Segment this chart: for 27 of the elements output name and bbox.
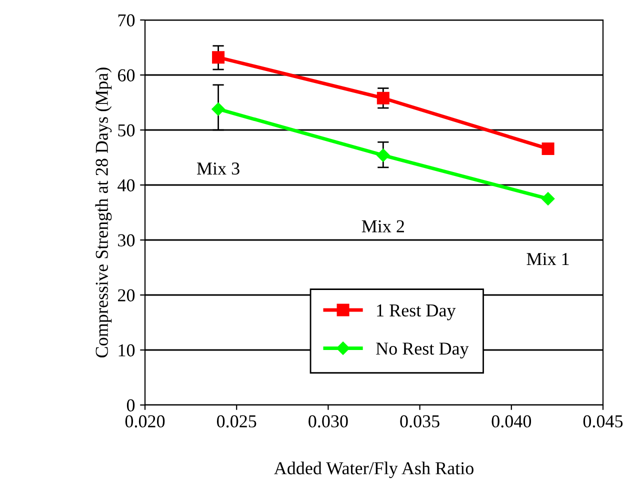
y-tick-label: 60 bbox=[118, 69, 135, 82]
annotation: Mix 2 bbox=[362, 220, 404, 232]
y-axis-title: Compressive Strength at 28 Days (Mpa) bbox=[95, 68, 112, 358]
y-tick-label: 40 bbox=[118, 179, 135, 192]
x-tick-label: 0.025 bbox=[216, 415, 256, 428]
y-tick-label: 50 bbox=[118, 124, 135, 136]
annotation: Mix 1 bbox=[526, 253, 569, 265]
point bbox=[212, 102, 225, 116]
point bbox=[212, 51, 225, 64]
point bbox=[541, 192, 555, 206]
y-tick-label: 20 bbox=[118, 289, 135, 302]
legend-label: 1 Rest Day bbox=[377, 304, 456, 320]
x-tick-label: 0.045 bbox=[583, 415, 623, 428]
x-tick-label: 0.040 bbox=[492, 415, 532, 428]
x-axis-title: Added Water/Fly Ash Ratio bbox=[274, 462, 474, 478]
x-tick-label: 0.035 bbox=[400, 415, 440, 428]
point bbox=[542, 142, 554, 155]
y-tick-label: 70 bbox=[118, 14, 135, 26]
x-tick-label: 0.020 bbox=[125, 415, 165, 428]
legend-label: No Rest Day bbox=[376, 342, 469, 358]
y-tick-label: 30 bbox=[118, 234, 135, 246]
annotation: Mix 3 bbox=[196, 162, 240, 175]
x-tick-label: 0.030 bbox=[308, 415, 348, 428]
point bbox=[376, 148, 390, 162]
point bbox=[376, 92, 390, 104]
y-tick-label: 0 bbox=[126, 399, 135, 412]
y-tick-label: 10 bbox=[118, 344, 135, 356]
